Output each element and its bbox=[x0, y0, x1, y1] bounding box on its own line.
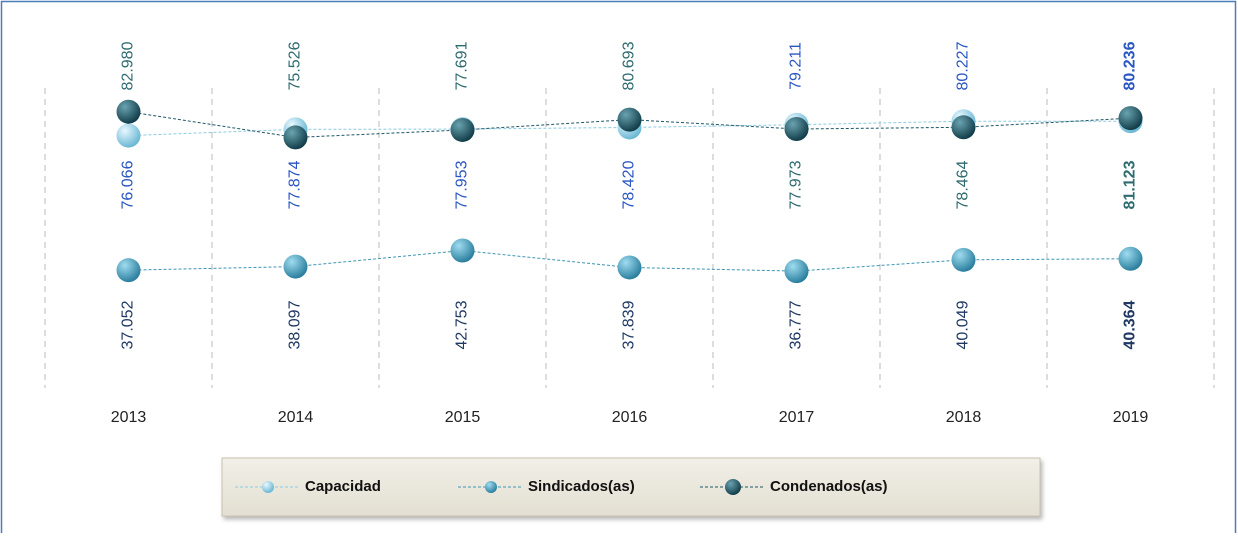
data-label: 37.052 bbox=[120, 300, 137, 349]
data-label: 38.097 bbox=[287, 300, 304, 349]
data-label: 77.691 bbox=[454, 41, 471, 90]
data-label: 79.211 bbox=[788, 42, 805, 90]
data-label: 40.049 bbox=[955, 300, 972, 349]
marker bbox=[116, 99, 141, 124]
data-label: 80.236 bbox=[1122, 41, 1139, 90]
marker bbox=[116, 123, 141, 148]
data-label: 78.420 bbox=[621, 160, 638, 209]
marker bbox=[784, 259, 809, 284]
marker bbox=[617, 255, 642, 280]
marker bbox=[283, 125, 308, 150]
data-label: 80.227 bbox=[955, 41, 972, 90]
x-tick-label: 2014 bbox=[278, 409, 314, 426]
data-label: 36.777 bbox=[788, 300, 805, 349]
data-label: 77.953 bbox=[454, 160, 471, 209]
data-label: 76.066 bbox=[120, 160, 137, 209]
data-label: 37.839 bbox=[621, 300, 638, 349]
data-label: 82.980 bbox=[120, 41, 137, 90]
x-tick-label: 2015 bbox=[445, 409, 481, 426]
legend-label: Sindicados(as) bbox=[528, 478, 635, 495]
legend-label: Condenados(as) bbox=[770, 478, 888, 495]
legend-marker bbox=[725, 479, 741, 495]
x-tick-label: 2018 bbox=[946, 409, 982, 426]
marker bbox=[116, 258, 141, 283]
data-label: 77.973 bbox=[788, 160, 805, 209]
data-label: 42.753 bbox=[454, 300, 471, 349]
data-label: 80.693 bbox=[621, 41, 638, 90]
x-tick-label: 2013 bbox=[111, 409, 147, 426]
data-label: 78.464 bbox=[955, 160, 972, 209]
marker bbox=[784, 116, 809, 141]
data-label: 75.526 bbox=[287, 41, 304, 90]
data-label: 81.123 bbox=[1122, 160, 1139, 209]
x-tick-label: 2017 bbox=[779, 409, 815, 426]
marker bbox=[283, 254, 308, 279]
legend-box bbox=[221, 457, 1041, 517]
marker bbox=[1118, 106, 1143, 131]
legend-marker bbox=[262, 481, 274, 493]
x-tick-label: 2019 bbox=[1113, 409, 1149, 426]
marker bbox=[617, 107, 642, 132]
marker bbox=[1118, 246, 1143, 271]
marker bbox=[450, 238, 475, 263]
marker bbox=[951, 115, 976, 140]
legend-marker bbox=[485, 481, 497, 493]
data-label: 77.874 bbox=[287, 160, 304, 209]
x-tick-label: 2016 bbox=[612, 409, 648, 426]
marker bbox=[951, 247, 976, 272]
legend-label: Capacidad bbox=[305, 478, 381, 495]
marker bbox=[450, 117, 475, 142]
data-label: 40.364 bbox=[1122, 300, 1139, 349]
